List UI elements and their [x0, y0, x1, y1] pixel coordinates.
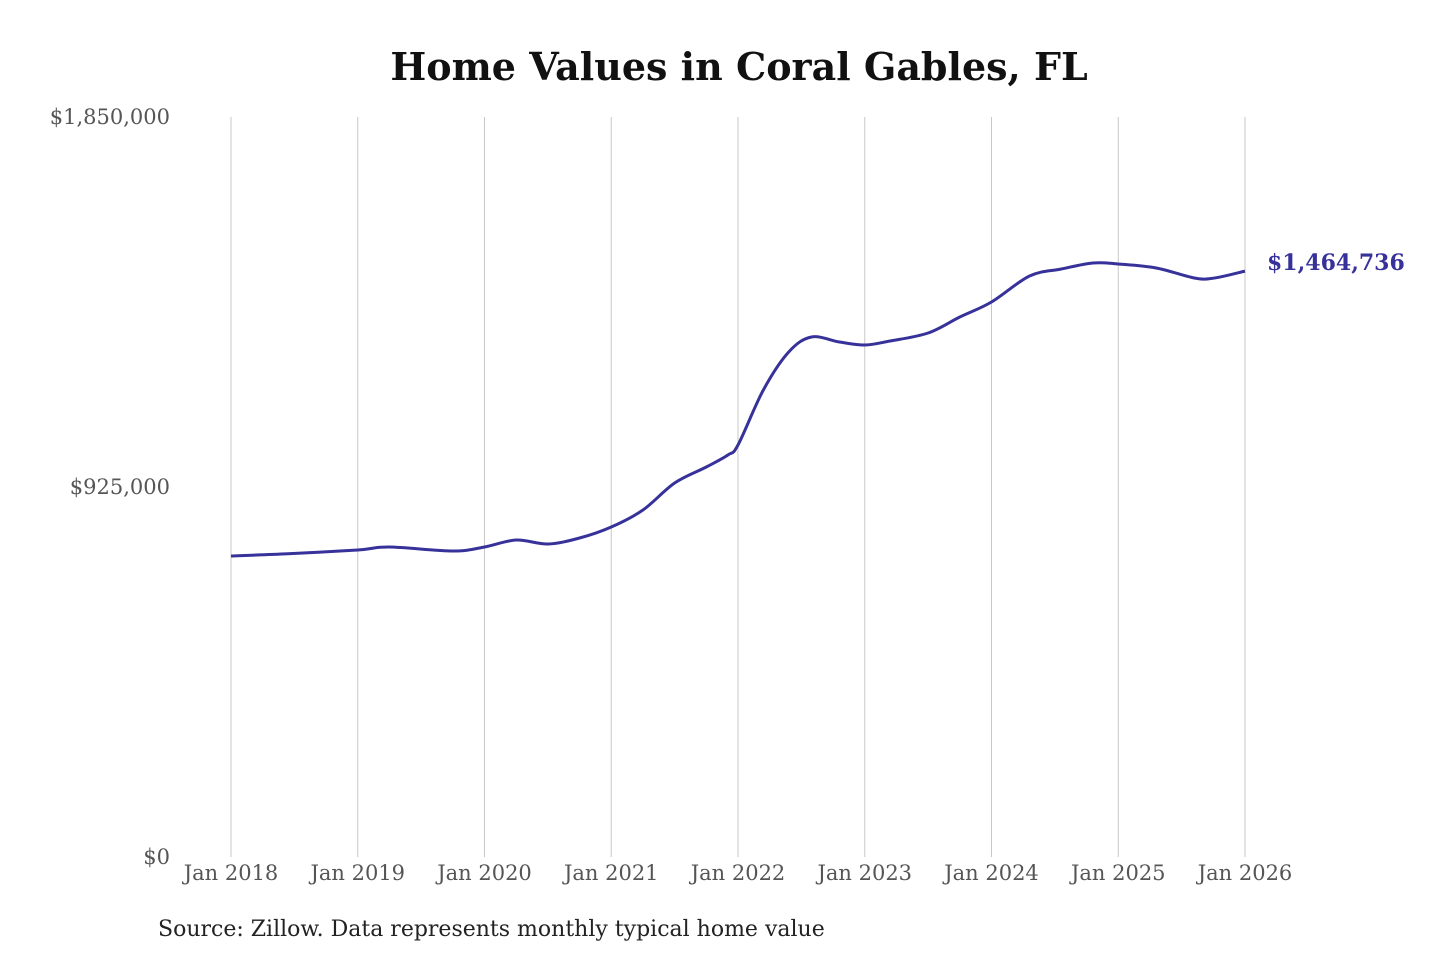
- x-tick-label: Jan 2020: [435, 861, 532, 885]
- source-note: Source: Zillow. Data represents monthly …: [158, 917, 825, 942]
- x-tick-label: Jan 2019: [308, 861, 405, 885]
- x-tick-label: Jan 2023: [815, 861, 912, 885]
- x-tick-label: Jan 2025: [1069, 861, 1166, 885]
- x-tick-label: Jan 2018: [182, 861, 279, 885]
- y-tick-label: $925,000: [70, 475, 170, 499]
- chart-title: Home Values in Coral Gables, FL: [390, 44, 1088, 89]
- series-line: [230, 261, 1246, 558]
- x-tick-label: Jan 2021: [562, 861, 659, 885]
- y-tick-label: $0: [143, 845, 170, 869]
- y-tick-label: $1,850,000: [50, 105, 170, 129]
- end-value-label: $1,464,736: [1267, 250, 1405, 276]
- x-tick-label: Jan 2024: [942, 861, 1039, 885]
- x-tick-label: Jan 2022: [689, 861, 786, 885]
- x-tick-label: Jan 2026: [1196, 861, 1293, 885]
